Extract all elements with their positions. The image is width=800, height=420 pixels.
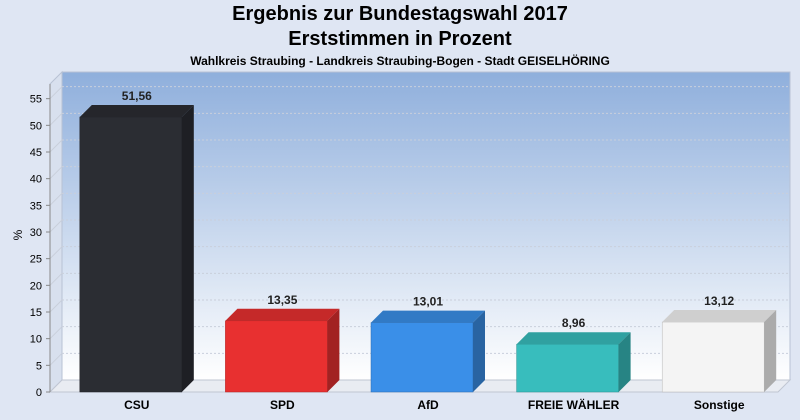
bar-spd: 13,35 xyxy=(225,293,340,393)
x-tick-label: CSU xyxy=(124,398,149,412)
grid-line-side xyxy=(49,219,63,233)
y-tick-label: 50 xyxy=(30,120,42,132)
y-tick-label: 15 xyxy=(30,307,42,319)
x-tick-label: FREIE WÄHLER xyxy=(528,397,620,412)
y-tick-label: 20 xyxy=(30,280,42,292)
bar-front xyxy=(661,321,765,393)
bar-side xyxy=(764,310,777,392)
bar-front xyxy=(370,322,474,393)
data-label: 8,96 xyxy=(562,316,586,330)
y-tick-label: 25 xyxy=(30,254,42,266)
bar-front xyxy=(79,116,183,393)
bar-csu: 51,56 xyxy=(79,89,194,393)
data-label: 51,56 xyxy=(122,89,152,103)
bar-side xyxy=(473,310,485,392)
chart-region: Wahlkreis Straubing - Landkreis Straubin… xyxy=(190,54,610,68)
grid-line-side xyxy=(49,272,63,286)
x-axis: CSU SPD AfD FREIE WÄHLER Sonstige xyxy=(124,397,745,412)
grid-line-side xyxy=(49,352,63,366)
data-label: 13,01 xyxy=(413,295,443,309)
y-axis: 0 5 10 15 20 25 30 35 40 45 50 55 xyxy=(30,84,51,399)
grid-line-side xyxy=(49,326,63,340)
bar-freie-wähler: 8,96 xyxy=(516,316,631,393)
y-tick-label: 0 xyxy=(36,387,42,399)
y-tick-label: 40 xyxy=(30,174,42,186)
bar-side xyxy=(181,105,194,392)
data-label: 13,12 xyxy=(704,294,734,308)
grid-line-side xyxy=(49,192,63,206)
y-tick-label: 5 xyxy=(36,360,42,372)
bar-top xyxy=(371,310,485,323)
data-label: 13,35 xyxy=(267,293,297,307)
y-tick-label: 10 xyxy=(30,334,42,346)
bar-side xyxy=(618,332,631,392)
grid-line-side xyxy=(49,246,63,260)
bar-top xyxy=(79,105,194,118)
chart-subtitle: Erststimmen in Prozent xyxy=(288,28,512,50)
grid-line-side xyxy=(49,299,63,313)
bar-afd: 13,01 xyxy=(370,295,485,393)
bar-top xyxy=(662,310,777,323)
grid-line-side xyxy=(49,86,63,100)
x-tick-label: SPD xyxy=(270,398,295,412)
bars-group: 51,56 13,35 13,01 8,96 13,12 xyxy=(79,89,777,393)
bar-front xyxy=(516,343,619,393)
y-tick-label: 45 xyxy=(30,147,42,159)
bar-sonstige: 13,12 xyxy=(661,294,777,393)
x-tick-label: AfD xyxy=(417,398,439,412)
bar-top xyxy=(225,308,340,321)
grid-line-side xyxy=(49,139,63,153)
x-tick-label: Sonstige xyxy=(694,398,745,412)
y-axis-label: % xyxy=(11,229,25,240)
bar-top xyxy=(516,332,631,345)
bar-side xyxy=(327,308,340,392)
grid-line-side xyxy=(49,112,63,126)
bar-front xyxy=(225,320,328,393)
grid-line-side xyxy=(49,166,63,180)
y-tick-label: 30 xyxy=(30,227,42,239)
y-tick-label: 35 xyxy=(30,200,42,212)
y-tick-label: 55 xyxy=(30,94,42,106)
chart-title: Ergebnis zur Bundestagswahl 2017 xyxy=(232,3,568,25)
